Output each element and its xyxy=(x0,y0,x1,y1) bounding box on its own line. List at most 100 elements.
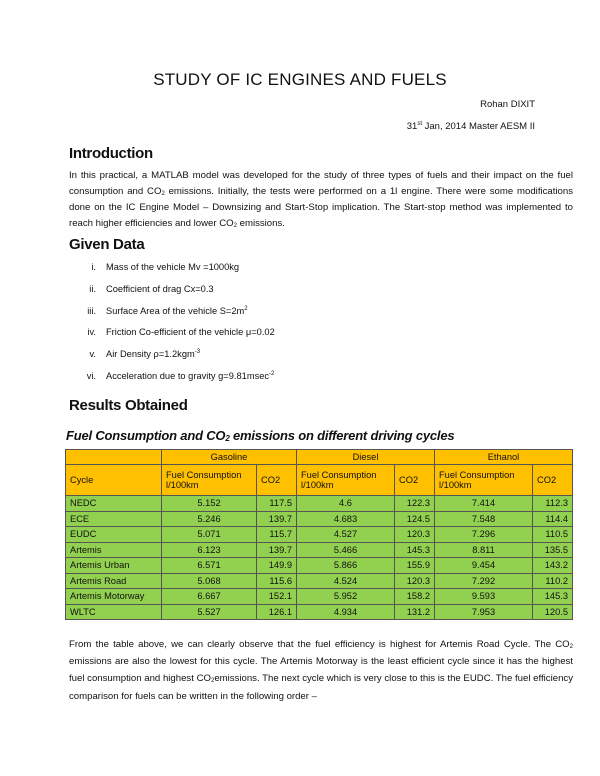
fuel-consumption-header: Fuel Consumption l/100km xyxy=(296,464,395,496)
fuel-consumption-cell: 4.6 xyxy=(296,495,395,512)
fuel-consumption-cell: 5.068 xyxy=(161,572,257,589)
co2-cell: 115.7 xyxy=(256,526,297,543)
table-row: Artemis 6.123 139.7 5.466 145.3 8.811 135.5 xyxy=(65,541,573,558)
cycle-cell: Artemis xyxy=(65,541,162,558)
table-caption: Fuel Consumption and CO2 emissions on di… xyxy=(66,428,455,443)
item-number: ii. xyxy=(89,283,96,294)
fuel-consumption-cell: 5.071 xyxy=(161,526,257,543)
table-row: ECE 5.246 139.7 4.683 124.5 7.548 114.4 xyxy=(65,510,573,527)
item-number: vi. xyxy=(86,371,96,381)
co2-cell: 143.2 xyxy=(532,557,573,574)
co2-cell: 124.5 xyxy=(394,510,435,527)
fuel-consumption-header: Fuel Consumption l/100km xyxy=(434,464,533,496)
table-row: Artemis Urban 6.571 149.9 5.866 155.9 9.454 14… xyxy=(65,557,573,574)
item-text: Coefficient of drag Cx=0.3 xyxy=(106,283,214,294)
item-number: v. xyxy=(89,349,96,360)
co2-cell: 158.2 xyxy=(394,588,435,605)
fuel-consumption-cell: 7.292 xyxy=(434,572,533,589)
table-fuel-header-row: Gasoline Diesel Ethanol xyxy=(65,449,573,465)
fuel-consumption-cell: 7.953 xyxy=(434,603,533,620)
co2-cell: 135.5 xyxy=(532,541,573,558)
results-heading: Results Obtained xyxy=(69,397,188,414)
co2-cell: 110.5 xyxy=(532,526,573,543)
fuel-consumption-cell: 5.952 xyxy=(296,588,395,605)
co2-cell: 112.3 xyxy=(532,495,573,512)
co2-cell: 115.6 xyxy=(256,572,297,589)
cycle-cell: NEDC xyxy=(65,495,162,512)
co2-cell: 145.3 xyxy=(532,588,573,605)
item-text: Acceleration due to gravity g=9.81msec-2 xyxy=(106,371,275,381)
cycle-cell: WLTC xyxy=(65,603,162,620)
co2-cell: 120.5 xyxy=(532,603,573,620)
co2-cell: 126.1 xyxy=(256,603,297,620)
results-table: Gasoline Diesel Ethanol Cycle Fuel Consu… xyxy=(65,449,573,620)
item-text: Air Density ρ=1.2kgm-3 xyxy=(106,349,201,360)
item-text: Friction Co-efficient of the vehicle μ=0… xyxy=(106,327,275,338)
fuel-consumption-cell: 6.571 xyxy=(161,557,257,574)
fuel-consumption-cell: 7.414 xyxy=(434,495,533,512)
co2-cell: 139.7 xyxy=(256,541,297,558)
fuel-consumption-cell: 6.123 xyxy=(161,541,257,558)
cycle-cell: EUDC xyxy=(65,526,162,543)
author: Rohan DIXIT xyxy=(480,99,535,110)
co2-cell: 114.4 xyxy=(532,510,573,527)
fuel-header-diesel: Diesel xyxy=(296,449,435,465)
co2-cell: 152.1 xyxy=(256,588,297,605)
co2-header: CO2 xyxy=(394,464,435,496)
fuel-consumption-cell: 5.466 xyxy=(296,541,395,558)
table-row: WLTC 5.527 126.1 4.934 131.2 7.953 120.5 xyxy=(65,603,573,620)
co2-cell: 155.9 xyxy=(394,557,435,574)
given-data-heading: Given Data xyxy=(69,236,145,253)
fuel-consumption-cell: 6.667 xyxy=(161,588,257,605)
introduction-heading: Introduction xyxy=(69,145,153,162)
co2-cell: 149.9 xyxy=(256,557,297,574)
co2-cell: 120.3 xyxy=(394,526,435,543)
fuel-consumption-cell: 9.454 xyxy=(434,557,533,574)
fuel-header-ethanol: Ethanol xyxy=(434,449,573,465)
fuel-consumption-cell: 5.527 xyxy=(161,603,257,620)
table-row: NEDC 5.152 117.5 4.6 122.3 7.414 112.3 xyxy=(65,495,573,512)
fuel-consumption-cell: 7.296 xyxy=(434,526,533,543)
fuel-consumption-cell: 4.683 xyxy=(296,510,395,527)
cycle-cell: Artemis Road xyxy=(65,572,162,589)
table-row: Artemis Motorway 6.667 152.1 5.952 158.2 9.59… xyxy=(65,588,573,605)
table-column-header-row: Cycle Fuel Consumption l/100km CO2 Fuel Con… xyxy=(65,464,573,496)
cycle-cell: Artemis Urban xyxy=(65,557,162,574)
co2-cell: 117.5 xyxy=(256,495,297,512)
cycle-cell: ECE xyxy=(65,510,162,527)
date: 31st Jan, 2014 Master AESM II xyxy=(406,121,535,132)
item-number: iii. xyxy=(87,305,96,316)
cycle-cell: Artemis Motorway xyxy=(65,588,162,605)
fuel-consumption-cell: 5.152 xyxy=(161,495,257,512)
fuel-consumption-cell: 4.524 xyxy=(296,572,395,589)
item-number: iv. xyxy=(87,327,96,338)
item-text: Mass of the vehicle Mv =1000kg xyxy=(106,262,240,272)
cycle-header: Cycle xyxy=(65,464,162,496)
co2-cell: 139.7 xyxy=(256,510,297,527)
co2-cell: 145.3 xyxy=(394,541,435,558)
co2-header: CO2 xyxy=(256,464,297,496)
fuel-consumption-cell: 7.548 xyxy=(434,510,533,527)
empty-header-cell xyxy=(65,449,162,465)
fuel-consumption-cell: 4.527 xyxy=(296,526,395,543)
fuel-consumption-cell: 5.246 xyxy=(161,510,257,527)
document-title: STUDY OF IC ENGINES AND FUELS xyxy=(153,70,447,89)
fuel-consumption-cell: 5.866 xyxy=(296,557,395,574)
co2-cell: 120.3 xyxy=(394,572,435,589)
item-text: Surface Area of the vehicle S=2m2 xyxy=(106,305,248,316)
fuel-consumption-cell: 9.593 xyxy=(434,588,533,605)
fuel-consumption-cell: 8.811 xyxy=(434,541,533,558)
co2-header: CO2 xyxy=(532,464,573,496)
co2-cell: 110.2 xyxy=(532,572,573,589)
table-row: EUDC 5.071 115.7 4.527 120.3 7.296 110.5 xyxy=(65,526,573,543)
fuel-header-gasoline: Gasoline xyxy=(161,449,297,465)
introduction-paragraph: In this practical, a MATLAB model was de… xyxy=(69,170,574,229)
fuel-consumption-header: Fuel Consumption l/100km xyxy=(161,464,257,496)
fuel-consumption-cell: 4.934 xyxy=(296,603,395,620)
table-row: Artemis Road 5.068 115.6 4.524 120.3 7.292 110… xyxy=(65,572,573,589)
co2-cell: 122.3 xyxy=(394,495,435,512)
item-number: i. xyxy=(91,262,96,272)
co2-cell: 131.2 xyxy=(394,603,435,620)
conclusion-paragraph: From the table above, we can clearly obs… xyxy=(69,639,573,702)
